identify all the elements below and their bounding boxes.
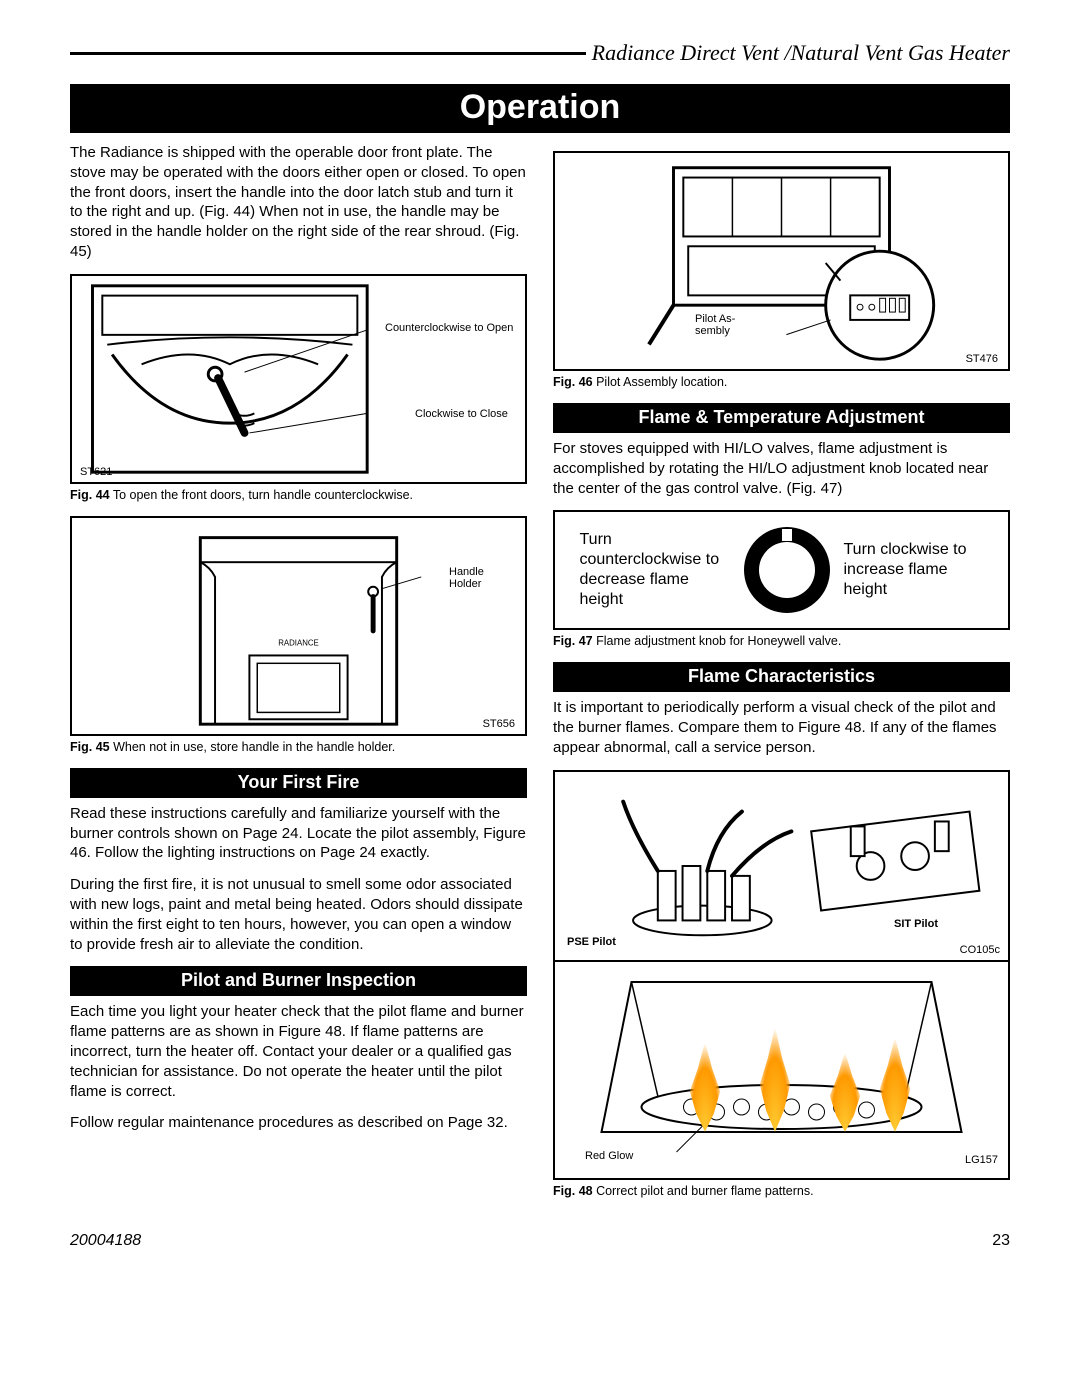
fig45-code: ST656	[483, 718, 515, 730]
fig47-caption-text: Flame adjustment knob for Honeywell valv…	[596, 634, 841, 648]
fig45-caption-label: Fig. 45	[70, 740, 110, 754]
fig46-caption-text: Pilot Assembly location.	[596, 375, 727, 389]
fig48-pse-label: PSE Pilot	[567, 936, 617, 948]
fig48-top: PSE Pilot SIT Pilot CO105c	[555, 772, 1008, 962]
adjustment-knob-icon: LO HI	[744, 527, 830, 613]
right-column: Pilot As- sembly ST476 Fig. 46 Pilot Ass…	[553, 143, 1010, 1212]
fig44-caption: Fig. 44 To open the front doors, turn ha…	[70, 488, 527, 502]
pilot-inspection-heading: Pilot and Burner Inspection	[70, 966, 527, 996]
doc-id: 20004188	[70, 1232, 141, 1250]
fig48-caption-text: Correct pilot and burner flame patterns.	[596, 1184, 813, 1198]
pilot-p1: Each time you light your heater check th…	[70, 1002, 527, 1101]
content-columns: The Radiance is shipped with the operabl…	[70, 143, 1010, 1212]
header-rule: Radiance Direct Vent /Natural Vent Gas H…	[70, 40, 1010, 66]
intro-paragraph: The Radiance is shipped with the operabl…	[70, 143, 527, 262]
pilot-p2: Follow regular maintenance procedures as…	[70, 1113, 527, 1133]
svg-text:HI: HI	[796, 548, 810, 563]
fig46-illustration	[555, 153, 1008, 369]
fig46-caption: Fig. 46 Pilot Assembly location.	[553, 375, 1010, 389]
fig44-code: ST621	[80, 466, 112, 478]
figure-46: Pilot As- sembly ST476	[553, 151, 1010, 371]
fig46-pilot-label: Pilot As- sembly	[695, 313, 755, 337]
flame-char-p: It is important to periodically perform …	[553, 698, 1010, 757]
first-fire-heading: Your First Fire	[70, 768, 527, 798]
fig45-illustration: RADIANCE	[72, 518, 525, 734]
page-footer: 20004188 23	[70, 1232, 1010, 1250]
fig45-caption-text: When not in use, store handle in the han…	[113, 740, 395, 754]
fig44-cw-label: Clockwise to Close	[415, 408, 515, 420]
fig47-caption-label: Fig. 47	[553, 634, 593, 648]
header-line	[70, 52, 586, 55]
flame-adj-p: For stoves equipped with HI/LO valves, f…	[553, 439, 1010, 498]
first-fire-p1: Read these instructions carefully and fa…	[70, 804, 527, 863]
first-fire-p2: During the first fire, it is not unusual…	[70, 875, 527, 954]
fig46-caption-label: Fig. 46	[553, 375, 593, 389]
document-title: Radiance Direct Vent /Natural Vent Gas H…	[586, 40, 1010, 66]
fig48-caption: Fig. 48 Correct pilot and burner flame p…	[553, 1184, 1010, 1198]
flame-characteristics-heading: Flame Characteristics	[553, 662, 1010, 692]
main-heading: Operation	[70, 84, 1010, 133]
flame-adjustment-heading: Flame & Temperature Adjustment	[553, 403, 1010, 433]
fig46-code: ST476	[966, 353, 998, 365]
fig47-caption: Fig. 47 Flame adjustment knob for Honeyw…	[553, 634, 1010, 648]
fig45-holder-label: Handle Holder	[449, 566, 509, 590]
fig45-brand-text: RADIANCE	[278, 638, 319, 647]
fig47-left-label: Turn counterclockwise to decrease flame …	[580, 530, 730, 610]
fig45-caption: Fig. 45 When not in use, store handle in…	[70, 740, 527, 754]
figure-45: RADIANCE Handle Holder ST656	[70, 516, 527, 736]
fig48-redglow-label: Red Glow	[585, 1150, 633, 1162]
page-number: 23	[992, 1232, 1010, 1250]
figure-48: PSE Pilot SIT Pilot CO105c	[553, 770, 1010, 1180]
fig48-caption-label: Fig. 48	[553, 1184, 593, 1198]
fig48-code-top: CO105c	[960, 944, 1000, 956]
left-column: The Radiance is shipped with the operabl…	[70, 143, 527, 1212]
fig44-caption-text: To open the front doors, turn handle cou…	[113, 488, 413, 502]
fig48-bottom: Red Glow LG157	[555, 962, 1008, 1172]
fig48-sit-label: SIT Pilot	[894, 918, 938, 930]
fig47-right-label: Turn clockwise to increase flame height	[844, 540, 984, 600]
figure-44: Counterclockwise to Open Clockwise to Cl…	[70, 274, 527, 484]
fig44-ccw-label: Counterclockwise to Open	[385, 322, 515, 334]
fig48-code-bottom: LG157	[965, 1154, 998, 1166]
fig44-caption-label: Fig. 44	[70, 488, 110, 502]
figure-47: Turn counterclockwise to decrease flame …	[553, 510, 1010, 630]
fig44-illustration	[72, 276, 525, 482]
svg-text:LO: LO	[768, 542, 785, 558]
